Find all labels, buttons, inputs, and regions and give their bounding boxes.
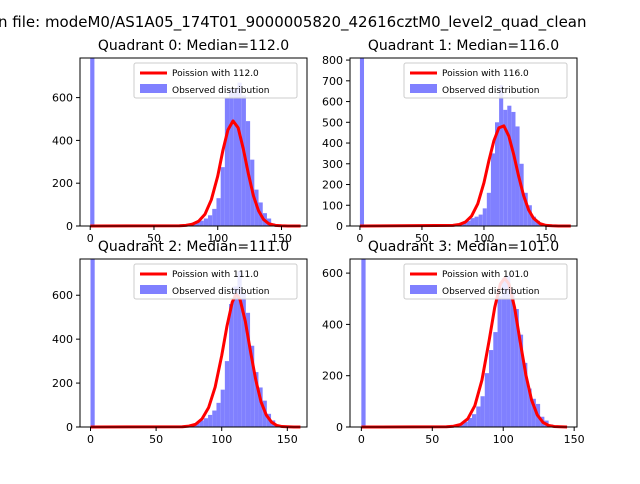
histogram-bar <box>498 296 502 427</box>
subplot-title: Quadrant 3: Median=101.0 <box>368 239 559 255</box>
y-tick-label: 400 <box>52 333 73 346</box>
subplot-title: Quadrant 1: Median=116.0 <box>368 38 559 54</box>
y-tick-label: 600 <box>52 92 73 105</box>
histogram-bar <box>237 83 241 226</box>
y-tick-label: 400 <box>322 137 343 150</box>
y-tick-label: 800 <box>322 54 343 67</box>
x-tick-label: 0 <box>87 433 94 446</box>
x-tick-label: 0 <box>358 433 365 446</box>
y-tick-label: 200 <box>52 377 73 390</box>
histogram-bar <box>225 98 229 226</box>
subplot-title: Quadrant 0: Median=112.0 <box>98 38 289 54</box>
histogram-bar <box>485 373 489 427</box>
y-tick-label: 500 <box>322 116 343 129</box>
y-tick-label: 600 <box>322 267 343 280</box>
histogram-bar <box>491 153 495 226</box>
histogram-bar <box>360 58 364 226</box>
histogram-bar <box>502 278 506 427</box>
x-tick-label: 50 <box>149 433 163 446</box>
histogram-bar <box>233 89 237 226</box>
x-tick-label: 0 <box>356 232 363 245</box>
histogram-bar <box>479 215 483 226</box>
subplot-quadrant-3: 0 50 100 150 0 200 400 600 Quadrant 3: Median=1… <box>322 239 585 446</box>
x-tick-label: 50 <box>425 433 439 446</box>
histogram-bar <box>221 390 225 427</box>
x-tick-label: 0 <box>87 232 94 245</box>
histogram-bar <box>208 215 212 226</box>
histogram-bar <box>489 350 493 427</box>
histogram-bar <box>208 415 212 427</box>
legend-label-fit: Poission with 111.0 <box>172 270 259 280</box>
legend-label-histogram: Observed distribution <box>442 86 539 96</box>
histogram-bar <box>90 58 94 226</box>
histogram-bar <box>361 259 365 427</box>
histogram-bar <box>212 209 216 226</box>
histogram-bar <box>221 167 225 226</box>
legend-swatch-histogram <box>410 84 437 93</box>
y-tick-label: 0 <box>336 421 343 434</box>
histogram-bar <box>225 361 229 427</box>
histogram-bar <box>470 218 474 226</box>
y-tick-label: 700 <box>322 75 343 88</box>
histogram-bar <box>212 411 216 427</box>
legend-label-fit: Poission with 101.0 <box>442 270 529 280</box>
legend-label-histogram: Observed distribution <box>442 287 539 297</box>
histogram-bar <box>216 403 220 427</box>
histogram-bar <box>487 193 491 226</box>
histogram-bar <box>233 286 237 427</box>
y-tick-label: 0 <box>66 220 73 233</box>
y-tick-label: 600 <box>52 289 73 302</box>
histogram-bar <box>511 112 515 226</box>
y-tick-label: 400 <box>322 318 343 331</box>
legend-label-fit: Poission with 112.0 <box>172 69 259 79</box>
y-tick-label: 600 <box>322 96 343 109</box>
x-tick-label: 150 <box>277 433 298 446</box>
histogram-bar <box>90 259 94 427</box>
y-tick-label: 200 <box>322 370 343 383</box>
x-tick-label: 100 <box>493 433 514 446</box>
histogram-bar <box>204 418 208 427</box>
legend-swatch-histogram <box>140 84 167 93</box>
legend-swatch-histogram <box>140 285 167 294</box>
x-tick-label: 100 <box>211 433 232 446</box>
y-tick-label: 0 <box>336 220 343 233</box>
histogram-bar <box>229 304 233 427</box>
y-tick-label: 200 <box>322 179 343 192</box>
histogram-bar <box>483 208 487 226</box>
y-tick-label: 100 <box>322 199 343 212</box>
figure-suptitle: n file: modeM0/AS1A05_174T01_9000005820_… <box>0 13 587 32</box>
y-tick-label: 400 <box>52 134 73 147</box>
histogram-bar <box>499 85 503 226</box>
y-tick-label: 300 <box>322 158 343 171</box>
histogram-bar <box>507 106 511 226</box>
subplot-quadrant-2: 0 50 100 150 0 200 400 600 Quadrant 2: Median=1… <box>52 239 307 446</box>
legend-label-histogram: Observed distribution <box>172 86 269 96</box>
x-tick-label: 150 <box>564 433 585 446</box>
histogram-bar <box>216 198 220 226</box>
histogram-bar <box>475 217 479 226</box>
y-tick-label: 200 <box>52 177 73 190</box>
histogram-bar <box>481 396 485 427</box>
histogram-bar <box>229 89 233 226</box>
subplot-title: Quadrant 2: Median=111.0 <box>98 239 289 255</box>
legend-label-fit: Poission with 116.0 <box>442 69 529 79</box>
histogram-bar <box>493 332 497 427</box>
y-tick-label: 0 <box>66 421 73 434</box>
histogram-bar <box>204 219 208 226</box>
histogram-bar <box>472 414 476 427</box>
legend-label-histogram: Observed distribution <box>172 287 269 297</box>
histogram-bar <box>476 406 480 427</box>
legend-swatch-histogram <box>410 285 437 294</box>
